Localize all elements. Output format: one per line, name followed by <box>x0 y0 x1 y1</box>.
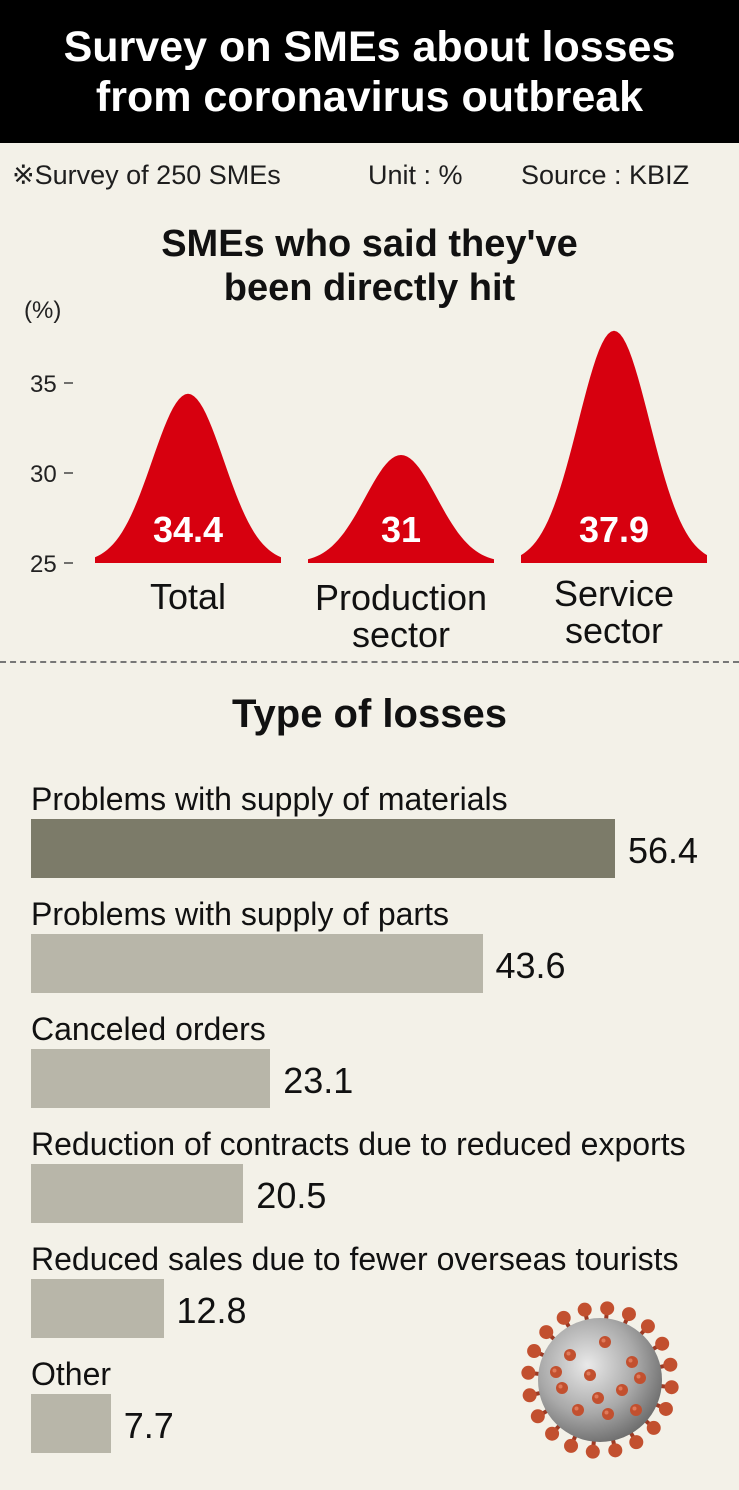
top-chart-title-line2: been directly hit <box>223 267 516 309</box>
section-divider <box>0 661 739 663</box>
header-title-line1: Survey on SMEs about losses <box>63 23 676 71</box>
bell-value-label: 34.4 <box>153 509 223 550</box>
category-label: Total <box>150 576 226 617</box>
bar-mark <box>31 1049 271 1108</box>
bell-value-label: 31 <box>381 509 421 550</box>
coronavirus-icon <box>521 1301 679 1459</box>
bar-category-label: Reduction of contracts due to reduced ex… <box>31 1126 686 1162</box>
y-tick-label: 35 <box>30 371 57 398</box>
y-tick-label: 30 <box>30 461 57 488</box>
category-label: Service <box>554 573 674 614</box>
header-title-line2: from coronavirus outbreak <box>95 73 644 121</box>
category-label: Production <box>315 577 487 618</box>
bar-mark <box>31 1279 164 1338</box>
header-banner: Survey on SMEs about losses from coronav… <box>0 0 739 143</box>
y-tick-label: 25 <box>30 551 57 578</box>
bar-value-label: 12.8 <box>176 1290 247 1331</box>
bar-category-label: Problems with supply of parts <box>31 896 449 932</box>
bar-mark <box>31 1164 244 1223</box>
source-note: Source : KBIZ <box>521 160 690 190</box>
y-axis-unit-label: (%) <box>24 297 61 324</box>
category-label-line2: sector <box>352 614 450 655</box>
bar-value-label: 43.6 <box>495 945 566 986</box>
bell-curve-mark <box>95 393 281 563</box>
top-chart-title-line1: SMEs who said they've <box>161 223 578 265</box>
bar-mark <box>31 1394 111 1453</box>
bar-category-label: Canceled orders <box>31 1011 266 1047</box>
bar-value-label: 20.5 <box>256 1175 327 1216</box>
bar-mark <box>31 819 615 878</box>
survey-note: ※Survey of 250 SMEs <box>12 160 281 190</box>
bar-value-label: 7.7 <box>123 1405 174 1446</box>
bell-curve-chart: (%)35302534.4Total31Productionsector37.9… <box>24 297 707 655</box>
bell-value-label: 37.9 <box>579 509 649 550</box>
bar-value-label: 23.1 <box>283 1060 354 1101</box>
unit-note: Unit : % <box>368 160 463 190</box>
bar-category-label: Other <box>31 1356 112 1392</box>
category-label-line2: sector <box>565 610 663 651</box>
bar-mark <box>31 934 483 993</box>
bar-category-label: Reduced sales due to fewer overseas tour… <box>31 1241 679 1277</box>
bar-category-label: Problems with supply of materials <box>31 781 508 817</box>
bar-value-label: 56.4 <box>628 830 699 871</box>
bell-curve-mark <box>521 330 707 563</box>
bar-chart-title: Type of losses <box>232 692 507 736</box>
bell-curve-mark <box>308 455 494 563</box>
